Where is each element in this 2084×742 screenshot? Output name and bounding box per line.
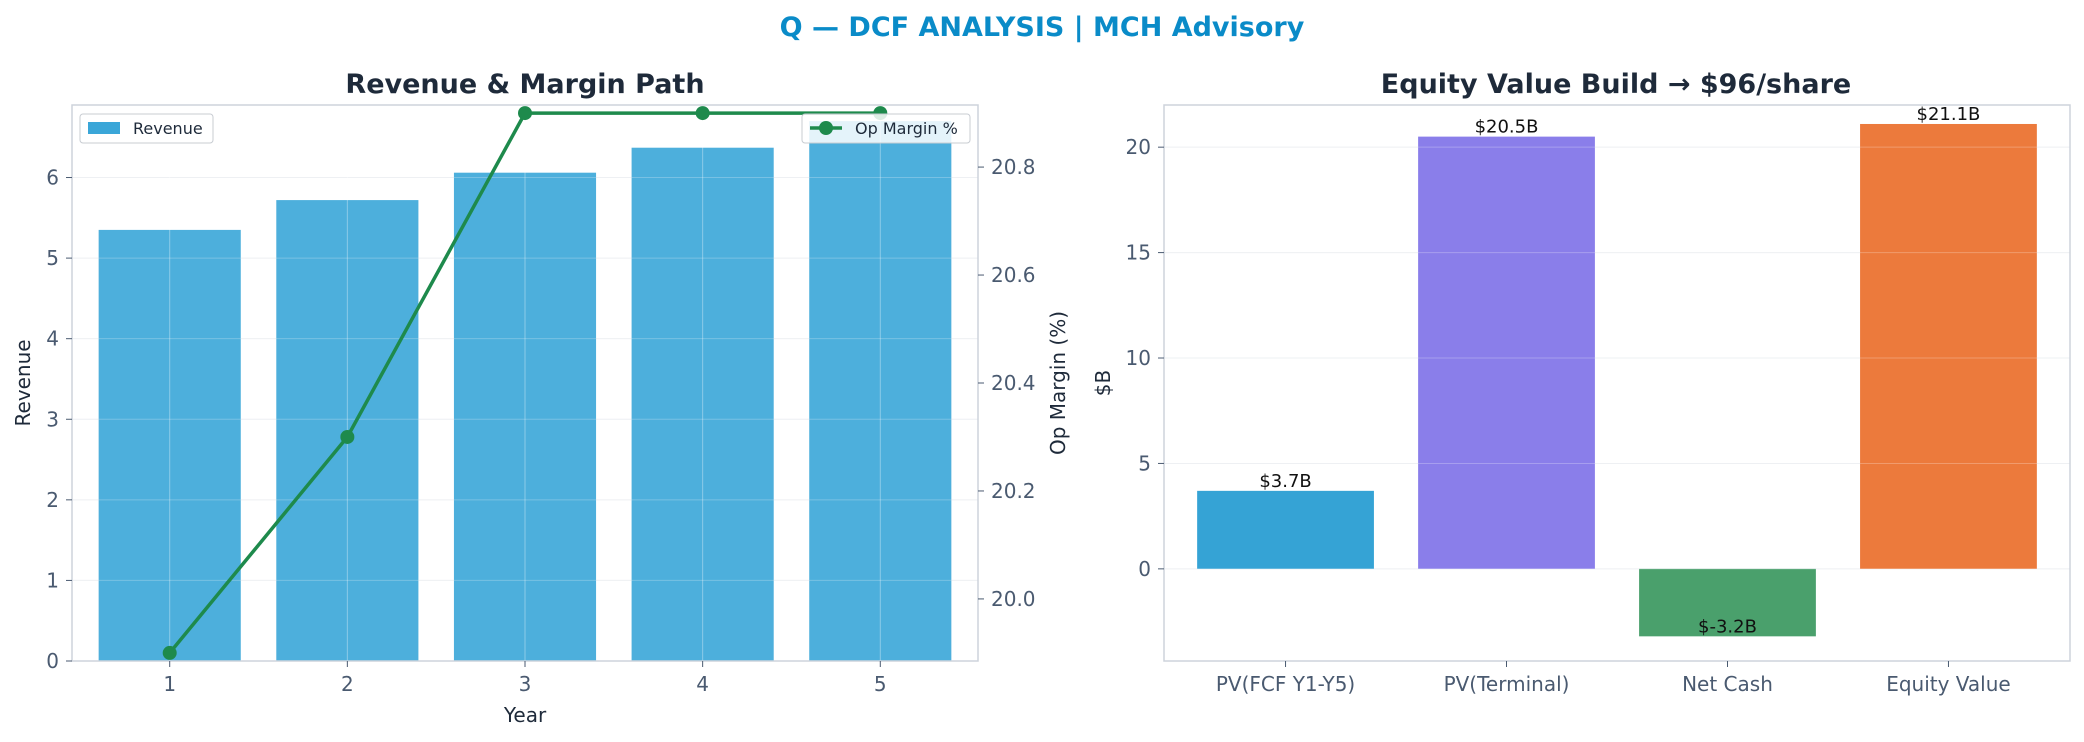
year-tick-label: 2	[341, 672, 354, 696]
year-x-ticks: 1 2 3 4 5	[163, 661, 887, 696]
revenue-chart-vgrid	[72, 105, 978, 662]
equity-y-axis-label: $B	[1091, 370, 1115, 396]
revenue-tick-label: 5	[46, 246, 59, 270]
revenue-tick-label: 6	[46, 166, 59, 190]
year-tick-label: 3	[519, 672, 532, 696]
equity-bar-1	[1197, 490, 1374, 569]
revenue-bars	[98, 121, 952, 662]
revenue-tick-label: 2	[46, 488, 59, 512]
equity-bar-3	[1639, 568, 1816, 637]
equity-data-label: $20.5B	[1475, 117, 1539, 138]
op-margin-line	[162, 106, 888, 660]
revenue-tick-label: 3	[46, 407, 59, 431]
revenue-bar-3	[453, 172, 597, 661]
equity-bar-2	[1418, 136, 1595, 569]
revenue-legend-swatch	[88, 122, 120, 134]
revenue-bar-5	[809, 121, 952, 661]
revenue-bar-1	[98, 229, 241, 661]
revenue-legend-label: Revenue	[133, 119, 203, 138]
equity-data-label: $21.1B	[1917, 104, 1981, 125]
revenue-tick-label: 4	[46, 327, 59, 351]
margin-tick-label: 20.2	[991, 479, 1036, 503]
equity-category-label: PV(FCF Y1-Y5)	[1216, 672, 1355, 696]
margin-y-axis-label: Op Margin (%)	[1046, 311, 1070, 455]
equity-data-label: $3.7B	[1259, 471, 1311, 492]
margin-tick-label: 20.8	[991, 155, 1036, 179]
revenue-tick-label: 1	[46, 568, 59, 592]
margin-legend: Op Margin %	[801, 113, 971, 144]
equity-category-label: Equity Value	[1886, 672, 2011, 696]
revenue-chart-title: Revenue & Margin Path	[345, 69, 704, 100]
equity-data-label: $-3.2B	[1698, 616, 1757, 637]
equity-data-labels: $3.7B $20.5B $-3.2B $21.1B	[1164, 104, 2070, 637]
revenue-legend: Revenue	[79, 113, 214, 144]
equity-tick-label: 5	[1138, 451, 1151, 475]
equity-bar-4	[1860, 123, 2037, 569]
equity-y-ticks: 0 5 10 15 20	[1126, 135, 1164, 581]
margin-tick-label: 20.4	[991, 371, 1036, 395]
revenue-bar-4	[631, 147, 774, 661]
equity-category-label: PV(Terminal)	[1444, 672, 1570, 696]
margin-legend-label: Op Margin %	[855, 119, 958, 138]
margin-tick-label: 20.6	[991, 263, 1036, 287]
equity-chart-frame	[1163, 104, 2071, 662]
year-tick-label: 1	[163, 672, 176, 696]
equity-chart-title: Equity Value Build → $96/share	[1381, 69, 1851, 100]
margin-tick-label: 20.0	[991, 587, 1036, 611]
revenue-y-ticks: 0 1 2 3 4 5 6	[46, 166, 72, 673]
equity-bars	[1197, 123, 2037, 637]
revenue-tick-label: 0	[46, 649, 59, 673]
op-margin-point-3	[518, 106, 532, 121]
margin-legend-marker	[819, 121, 833, 135]
revenue-y-axis-label: Revenue	[11, 339, 35, 426]
equity-build-chart: Equity Value Build → $96/share $3.7B $20.…	[1091, 69, 2071, 696]
op-margin-point-4	[695, 106, 710, 121]
equity-x-ticks: PV(FCF Y1-Y5) PV(Terminal) Net Cash Equity …	[1216, 661, 2011, 696]
op-margin-point-1	[162, 645, 177, 660]
equity-tick-label: 10	[1126, 346, 1151, 370]
op-margin-point-2	[340, 429, 355, 444]
year-tick-label: 5	[874, 672, 887, 696]
year-tick-label: 4	[696, 672, 709, 696]
margin-y-ticks: 20.0 20.2 20.4 20.6 20.8	[978, 155, 1036, 611]
figure-title: Q — DCF ANALYSIS | MCH Advisory	[780, 12, 1305, 43]
equity-tick-label: 15	[1126, 241, 1151, 265]
equity-tick-label: 0	[1138, 557, 1151, 581]
equity-tick-label: 20	[1126, 135, 1151, 159]
revenue-x-axis-label: Year	[503, 703, 547, 727]
equity-category-label: Net Cash	[1682, 672, 1773, 696]
